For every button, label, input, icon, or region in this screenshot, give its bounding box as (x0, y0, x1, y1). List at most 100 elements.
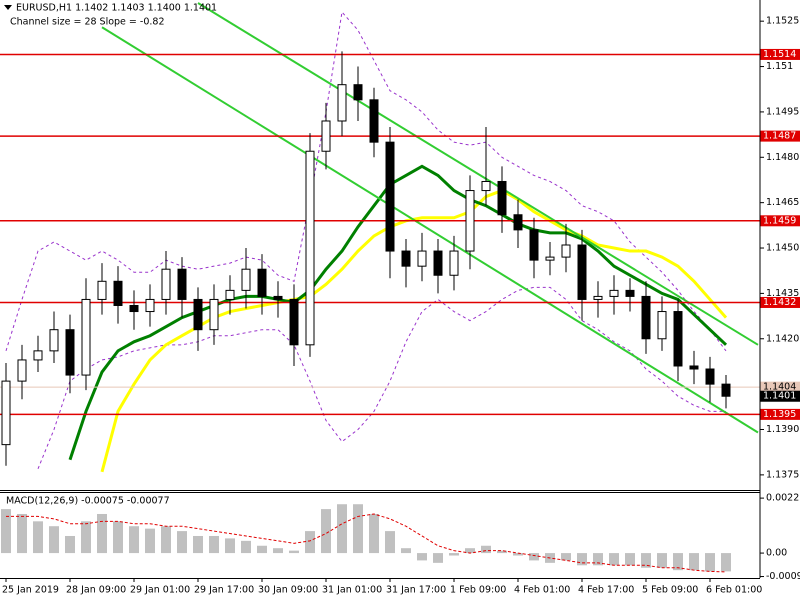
histogram-bar (385, 531, 395, 554)
level-label-box (760, 130, 800, 142)
chart-subtitle: Channel size = 28 Slope = -0.82 (10, 17, 165, 28)
histogram-bar (289, 550, 299, 554)
candle-body (561, 244, 571, 258)
histogram-bar (353, 504, 363, 554)
y-tick-label: 1.1495 (766, 106, 799, 117)
histogram-bar (241, 540, 251, 554)
histogram-bar (81, 521, 91, 554)
x-tick-label: 28 Jan 09:00 (66, 585, 126, 596)
candle-body (497, 180, 507, 216)
x-tick-label: 1 Feb 09:00 (450, 585, 506, 596)
histogram-bar (193, 535, 203, 554)
y-tick-label: 1.1420 (766, 333, 799, 344)
candle-body (145, 298, 155, 313)
candle-body (705, 368, 715, 385)
x-tick-label: 30 Jan 09:00 (258, 585, 318, 596)
histogram-bar (673, 553, 683, 571)
histogram-bar (593, 553, 603, 566)
y-tick-label: 1.1480 (766, 152, 799, 163)
y-tick-label: 1.1390 (766, 424, 799, 435)
candle-body (97, 280, 107, 300)
x-tick-label: 4 Feb 17:00 (578, 585, 634, 596)
candle-body (401, 250, 411, 267)
x-tick-label: 5 Feb 09:00 (642, 585, 698, 596)
histogram-bar (481, 545, 491, 554)
symbol-icon (4, 5, 12, 10)
candle-body (49, 329, 59, 352)
candle-body (609, 289, 619, 297)
candle-body (273, 295, 283, 300)
candle-body (577, 244, 587, 300)
x-tick-label: 29 Jan 17:00 (194, 585, 254, 596)
candle-body (113, 280, 123, 306)
candle-body (353, 84, 363, 101)
level-label: 1.1459 (763, 215, 796, 226)
histogram-bar (705, 553, 715, 572)
level-label-box (760, 381, 800, 393)
level-label-box (760, 48, 800, 60)
x-tick-label: 31 Jan 17:00 (386, 585, 446, 596)
histogram-bar (433, 553, 443, 563)
candle-body (545, 256, 555, 261)
candle-body (17, 359, 27, 382)
histogram-bar (449, 553, 459, 556)
candle-body (321, 120, 331, 152)
histogram-bar (417, 553, 427, 561)
y-tick-label: 1.1525 (766, 16, 799, 27)
histogram-bar (657, 553, 667, 568)
histogram-bar (513, 553, 523, 556)
histogram-bar (625, 553, 635, 566)
x-tick-label: 6 Feb 01:00 (706, 585, 762, 596)
current-price-box (760, 390, 800, 402)
histogram-bar (641, 553, 651, 568)
histogram-bar (609, 553, 619, 566)
y-tick-label: 1.1375 (766, 469, 799, 480)
level-label: 1.1395 (763, 409, 796, 420)
level-label: 1.1514 (763, 49, 796, 60)
candle-body (289, 298, 299, 346)
level-label: 1.1432 (763, 297, 796, 308)
x-tick-label: 4 Feb 01:00 (514, 585, 570, 596)
candle-body (33, 350, 43, 361)
candle-body (529, 229, 539, 261)
histogram-bar (321, 509, 331, 554)
y-tick-label: -0.00096 (766, 571, 800, 582)
x-tick-label: 25 Jan 2019 (2, 585, 59, 596)
histogram-bar (257, 545, 267, 554)
level-label: 1.1487 (763, 131, 796, 142)
candle-body (1, 380, 11, 446)
signal-line (6, 513, 727, 573)
axes: 1.1525 1.151 1.1495 1.1480 1.1465 1.1450 1.143… (2, 16, 800, 596)
candle-body (305, 150, 315, 346)
candle-body (209, 298, 219, 331)
candle-body (81, 298, 91, 376)
histogram-bar (97, 513, 107, 554)
indicator-line (68, 164, 728, 461)
candle-body (417, 250, 427, 267)
candle-body (465, 190, 475, 252)
candle-body (241, 268, 251, 291)
histogram-bar (177, 531, 187, 554)
histogram-bar (33, 521, 43, 554)
candle-body (433, 250, 443, 276)
histogram-bar (369, 513, 379, 554)
histogram-bar (65, 535, 75, 554)
histogram-bar (337, 504, 347, 554)
level-label-box (760, 408, 800, 420)
candle-body (177, 268, 187, 300)
x-tick-label: 29 Jan 01:00 (130, 585, 190, 596)
price-pane (0, 2, 760, 473)
candle-body (625, 289, 635, 297)
candle-body (513, 214, 523, 231)
candle-body (337, 84, 347, 122)
histogram-bar (113, 521, 123, 554)
candle-body (481, 180, 491, 192)
candle-body (129, 304, 139, 313)
y-tick-label: 1.1465 (766, 197, 799, 208)
candle-body (65, 329, 75, 376)
histogram-bar (1, 509, 11, 554)
candle-body (689, 365, 699, 370)
level-label: 1.1404 (763, 382, 796, 393)
